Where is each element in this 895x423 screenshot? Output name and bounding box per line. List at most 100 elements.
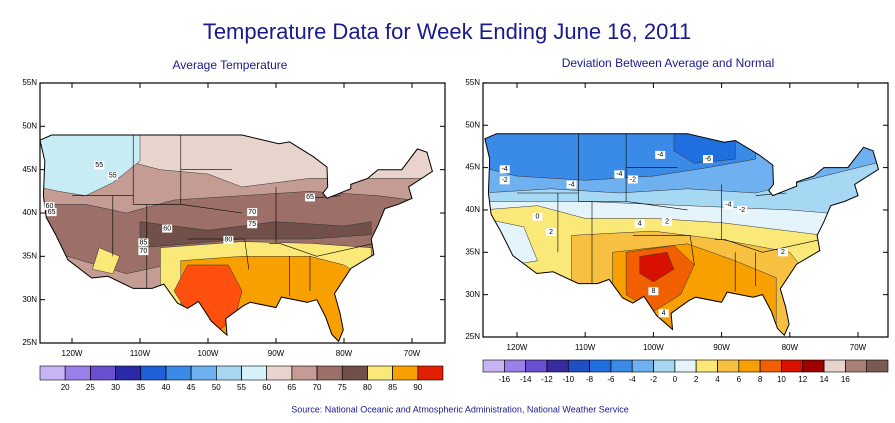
legend-swatch [525,359,548,373]
legend-label: 14 [820,375,829,384]
legend-swatch [90,365,116,381]
legend-swatch [845,359,867,373]
contour-label: 65 [306,194,314,201]
lat-tick-label: 30N [22,295,37,304]
lat-tick-label: 50N [465,120,480,129]
legend-swatch [482,359,505,373]
legend-swatch [39,365,66,381]
legend-swatch [653,359,676,373]
map-subtitle: Deviation Between Average and Normal [562,56,775,70]
contour-region [639,252,675,283]
legend-swatch [266,365,293,381]
legend-label: 65 [287,383,296,392]
state-border [714,239,821,253]
legend-swatch [781,359,804,373]
legend-swatch [115,365,142,381]
source-note: Source: National Oceanic and Atmospheric… [291,404,629,414]
contour-label-bg [627,175,638,184]
legend-swatch [291,365,318,381]
contour-label-bg [648,287,659,296]
state-border [180,204,243,214]
legend-label: -6 [607,375,615,384]
contour-label-bg [499,176,510,185]
legend-swatch [392,365,419,381]
lon-tick-label: 80W [782,343,799,352]
contour-label: 60 [163,225,171,232]
contour-label-bg [702,155,713,164]
legend-swatch [504,359,526,373]
map-panel [483,83,888,337]
legend-label: -14 [520,375,532,384]
legend-label: 16 [841,375,850,384]
contour-label-bg [46,208,57,217]
contour-label-bg [546,227,557,236]
contour-label: -2 [502,177,508,184]
lon-tick-label: 110W [130,349,151,358]
contour-label-bg [532,212,543,221]
legend-label: 0 [673,375,678,384]
lon-tick-label: 90W [713,343,730,352]
contour-label: 55 [109,173,117,180]
legend-swatch [241,365,267,381]
contour-label: -6 [705,156,711,163]
lat-tick-label: 40N [465,205,480,214]
contour-label-bg [107,171,118,180]
contour-label: 2 [665,219,669,226]
legend-swatch [738,359,761,373]
state-border [689,235,695,266]
state-border [269,243,375,257]
state-border [755,192,787,196]
lon-tick-label: 80W [336,349,353,358]
legend-label: 8 [758,375,763,384]
page-title: Temperature Data for Week Ending June 16… [203,19,691,44]
legend-swatch [823,359,846,373]
state-border [309,195,341,199]
contour-label-bg [499,165,510,174]
legend-swatch [631,359,654,373]
contour-label-bg [655,150,666,159]
contour-label: 85 [140,239,148,246]
legend-label: 50 [212,383,221,392]
lon-tick-label: 100W [198,349,219,358]
lat-tick-label: 45N [465,163,480,172]
contour-label-bg [305,193,315,202]
lat-tick-label: 35N [465,247,480,256]
legend-label: 2 [694,375,699,384]
legend-swatch [695,359,718,373]
lat-tick-label: 25N [22,338,37,347]
map-panel [40,83,445,343]
contour-label-bg [634,219,645,228]
legend-label: 6 [737,375,742,384]
legend-swatch [567,359,590,373]
legend-label: -12 [541,375,553,384]
legend-label: 45 [187,383,196,392]
legend-label: -10 [562,375,574,384]
legend-swatch [802,359,825,373]
lon-tick-label: 70W [404,349,421,358]
lat-tick-label: 30N [465,290,480,299]
legend-label: 12 [798,375,807,384]
legend-label: -2 [650,375,658,384]
contour-label: 65 [48,209,56,216]
lat-tick-label: 25N [465,332,480,341]
legend-swatch [165,365,192,381]
contour-label: 2 [781,249,785,256]
contour-label: -4 [502,166,508,173]
contour-label: 2 [549,229,553,236]
legend-label: 55 [237,383,246,392]
state-border [626,201,688,211]
lat-tick-label: 40N [22,208,37,217]
contour-label-bg [162,224,173,233]
contour-label: 70 [248,209,256,216]
legend-label: 20 [61,383,70,392]
map-subtitle: Average Temperature [173,58,288,72]
legend-swatch [316,365,343,381]
legend-swatch [341,365,368,381]
lat-tick-label: 55N [22,78,37,87]
legend-swatch [190,365,217,381]
legend-label: 30 [111,383,120,392]
legend-label: 80 [363,383,372,392]
contour-label: 55 [95,162,103,169]
legend-swatch [64,365,91,381]
